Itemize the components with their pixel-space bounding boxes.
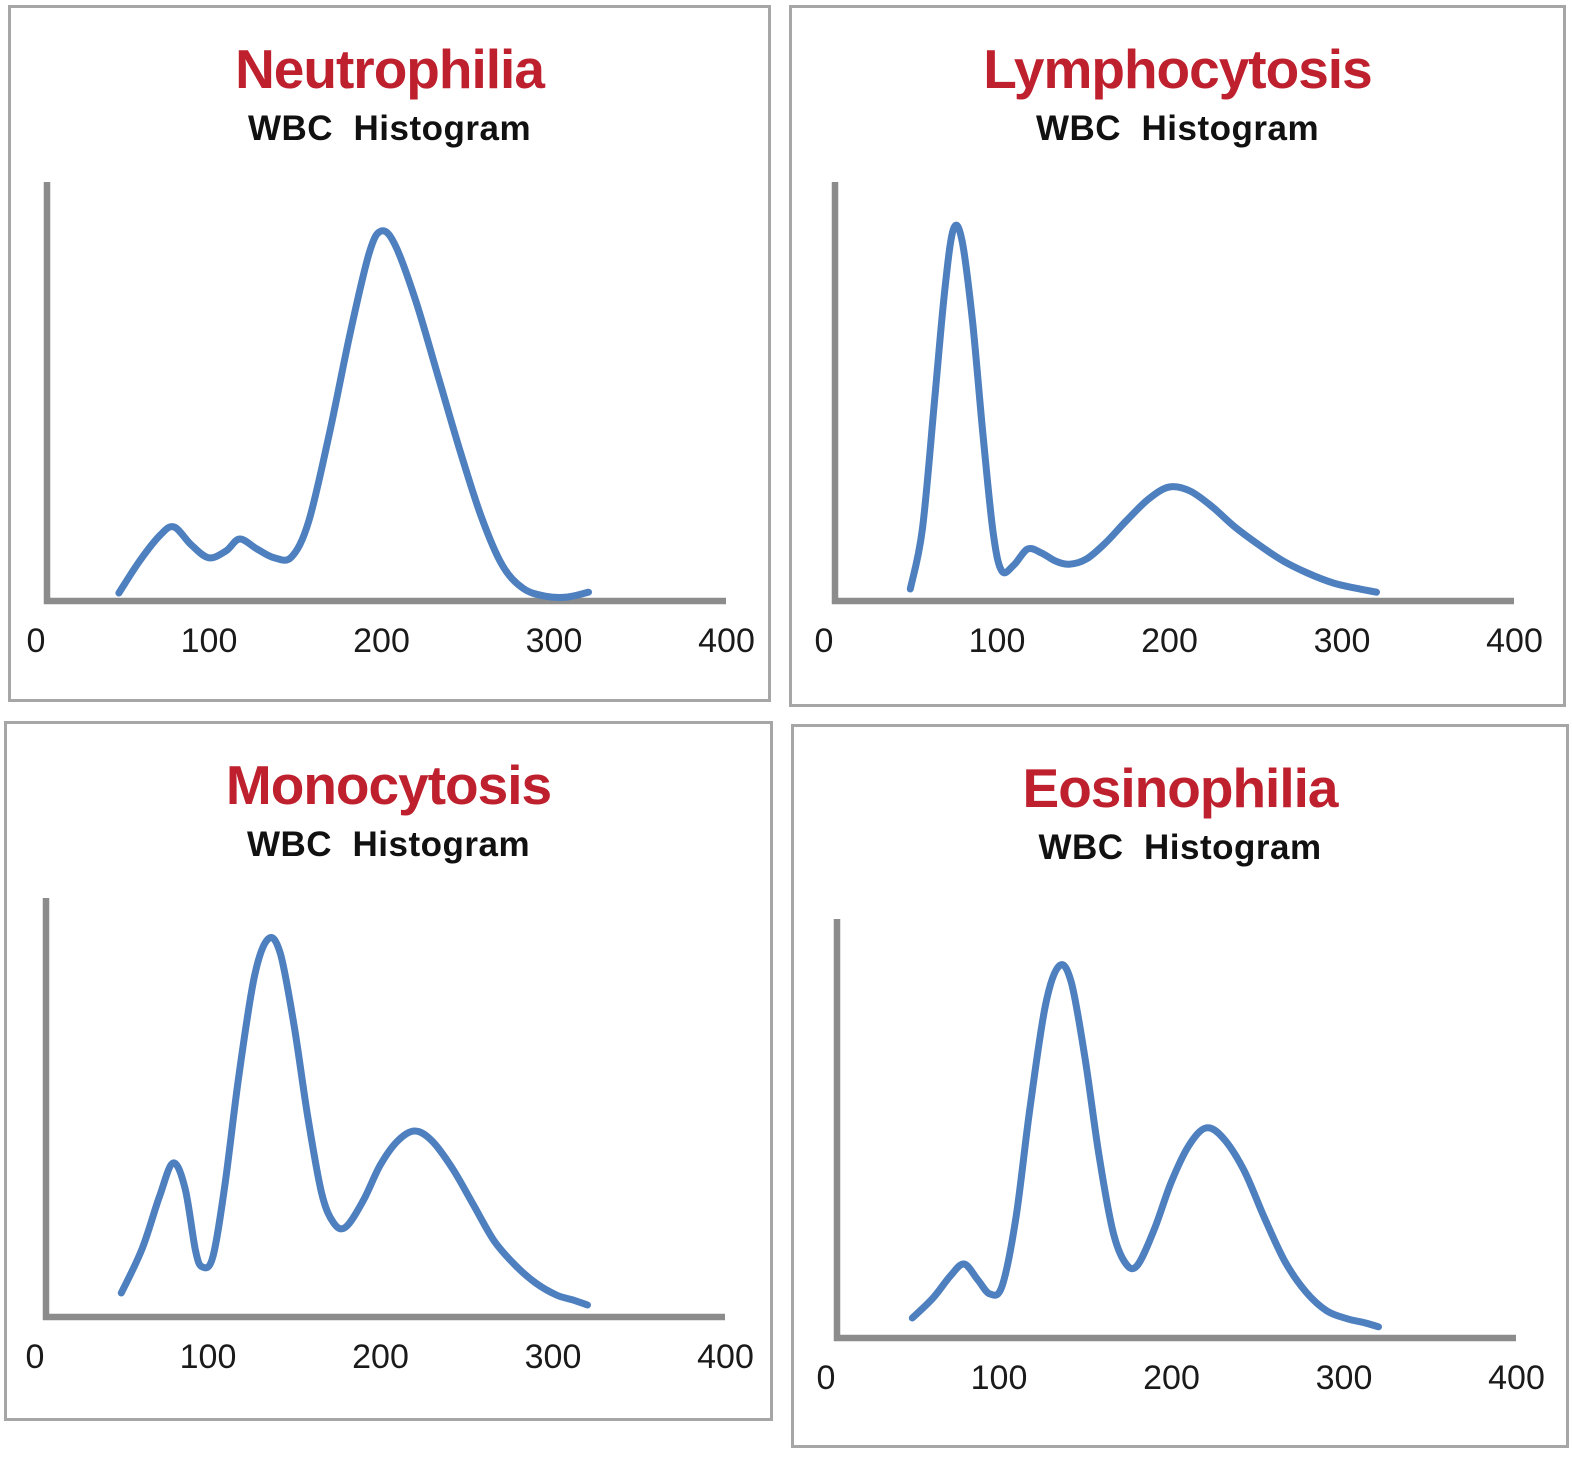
x-tick-label: 400: [1488, 1359, 1545, 1397]
x-tick-label: 100: [971, 1359, 1028, 1397]
chart-title-neutrophilia: Neutrophilia: [235, 38, 545, 100]
chart-subtitle: WBC Histogram: [247, 109, 532, 148]
panel-monocytosis: Monocytosis WBC Histogram 0 100 200 300 …: [4, 721, 773, 1421]
wbc-histogram-chart-monocytosis: 0 100 200 300 400: [25, 898, 754, 1376]
wbc-histogram-chart-neutrophilia: 0 100 200 300 400: [26, 182, 755, 660]
x-tick-label: 0: [817, 1359, 836, 1397]
x-tick-label: 100: [180, 622, 237, 660]
wbc-curve: [117, 934, 591, 1309]
x-tick-label: 200: [352, 1338, 409, 1376]
x-tick-label: 300: [1316, 1359, 1373, 1397]
x-tick-label: 200: [1141, 622, 1198, 660]
x-tick-label: 100: [968, 622, 1025, 660]
x-tick-label: 0: [25, 1338, 44, 1376]
wbc-curve: [906, 221, 1380, 596]
x-tick-label: 200: [353, 622, 410, 660]
chart-subtitle: WBC Histogram: [1038, 828, 1322, 867]
panel-lymphocytosis: Lymphocytosis WBC Histogram 0 100 200 30…: [789, 5, 1566, 707]
x-tick-label: 0: [814, 622, 833, 660]
wbc-histogram-chart-eosinophilia: 0 100 200 300 400: [817, 919, 1545, 1397]
x-tick-label: 200: [1143, 1359, 1200, 1397]
x-tick-label: 400: [1486, 622, 1543, 660]
x-tick-label: 400: [697, 1338, 754, 1376]
x-tick-label: 0: [26, 622, 45, 660]
panel-eosinophilia: Eosinophilia WBC Histogram 0 100 200 300…: [791, 724, 1569, 1448]
x-tick-label: 100: [179, 1338, 236, 1376]
wbc-histogram-chart-lymphocytosis: 0 100 200 300 400: [814, 182, 1543, 660]
wbc-curve: [114, 227, 592, 601]
wbc-curve: [908, 961, 1382, 1331]
chart-subtitle: WBC Histogram: [1035, 109, 1320, 148]
x-tick-label: 300: [525, 622, 582, 660]
chart-subtitle: WBC Histogram: [246, 825, 531, 864]
chart-title-monocytosis: Monocytosis: [225, 754, 552, 816]
chart-title-eosinophilia: Eosinophilia: [1022, 757, 1339, 819]
x-tick-label: 300: [524, 1338, 581, 1376]
panel-neutrophilia: Neutrophilia WBC Histogram 0 100 200 300…: [8, 5, 771, 702]
chart-title-lymphocytosis: Lymphocytosis: [983, 38, 1372, 100]
x-tick-label: 300: [1313, 622, 1370, 660]
x-tick-label: 400: [698, 622, 755, 660]
